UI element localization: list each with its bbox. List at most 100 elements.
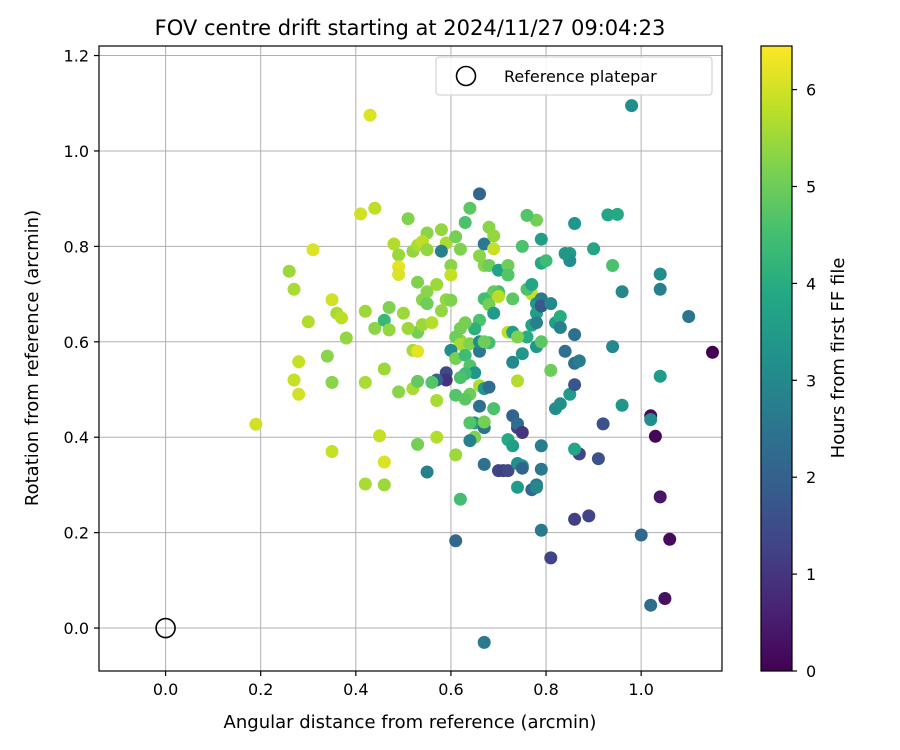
data-point	[634, 528, 648, 542]
data-point	[506, 439, 520, 453]
data-point	[449, 448, 463, 462]
y-tick-label: 0.0	[64, 619, 89, 638]
y-tick-label: 0.2	[64, 524, 89, 543]
data-point	[411, 344, 425, 358]
data-point	[572, 354, 586, 368]
data-point	[663, 532, 677, 546]
data-point	[615, 285, 629, 299]
data-point	[544, 551, 558, 565]
data-point	[453, 337, 467, 351]
data-point	[434, 223, 448, 237]
data-point	[325, 445, 339, 458]
data-point	[539, 254, 553, 268]
data-point	[606, 259, 620, 272]
data-point	[392, 385, 406, 399]
data-point	[568, 217, 582, 230]
y-tick-label: 1.0	[64, 142, 89, 161]
data-point	[354, 207, 368, 221]
data-point	[434, 244, 448, 258]
data-point	[382, 323, 396, 337]
colorbar-tick-label: 0	[806, 662, 816, 681]
data-point	[511, 480, 524, 494]
data-point	[444, 259, 458, 272]
data-point	[653, 282, 667, 296]
data-point	[706, 345, 719, 359]
x-tick-label: 0.0	[153, 680, 178, 699]
y-tick-label: 0.6	[64, 333, 89, 352]
data-point	[644, 413, 658, 427]
data-point	[249, 417, 263, 431]
data-point	[420, 297, 434, 311]
data-point	[392, 268, 406, 281]
data-point	[563, 387, 577, 401]
data-point	[411, 374, 425, 388]
data-point	[425, 316, 439, 330]
data-point	[501, 259, 515, 272]
data-point	[358, 477, 372, 491]
data-point	[587, 242, 601, 256]
y-axis-label: Rotation from reference (arcmin)	[22, 210, 43, 506]
colorbar-tick-label: 4	[806, 274, 816, 293]
x-tick-label: 1.0	[628, 680, 653, 699]
plot-area: 0.0 0.2 0.4 0.6 0.8 1.0 0.0 0.2 0.4 0.6 0.8 1.0 1.2	[64, 45, 723, 699]
data-point	[610, 207, 624, 221]
data-point	[444, 293, 458, 307]
data-point	[458, 216, 472, 229]
data-point	[358, 304, 372, 318]
axes-frame	[98, 45, 723, 672]
legend: Reference platepar	[435, 56, 713, 96]
data-point	[515, 239, 529, 253]
data-point	[520, 330, 534, 344]
data-point	[463, 416, 477, 430]
data-point	[306, 243, 320, 257]
data-point	[482, 380, 496, 394]
data-point	[420, 285, 434, 299]
data-point	[477, 457, 491, 471]
legend-label: Reference platepar	[504, 67, 657, 86]
x-axis-ticks: 0.0 0.2 0.4 0.6 0.8 1.0	[153, 671, 654, 699]
data-point	[287, 282, 301, 296]
data-point	[282, 264, 296, 278]
data-point	[487, 242, 501, 256]
data-point	[453, 242, 467, 256]
data-point	[368, 321, 382, 335]
data-point	[534, 462, 548, 476]
data-point	[515, 461, 529, 475]
data-point	[477, 335, 491, 349]
colorbar-tick-label: 2	[806, 468, 816, 487]
data-point	[520, 208, 534, 222]
data-point	[325, 375, 339, 389]
data-point	[658, 592, 672, 605]
data-point	[606, 340, 620, 354]
data-point	[477, 415, 491, 429]
colorbar-tick-label: 5	[806, 178, 816, 197]
data-point	[377, 362, 391, 376]
data-point	[439, 373, 453, 387]
data-point	[653, 490, 667, 504]
data-point	[473, 399, 486, 413]
legend-marker-icon	[455, 65, 477, 87]
data-point	[582, 509, 596, 523]
data-point	[615, 398, 629, 412]
data-point	[473, 187, 486, 201]
data-point	[411, 437, 425, 451]
data-point	[401, 321, 415, 335]
data-point	[558, 344, 572, 358]
data-point	[335, 311, 348, 325]
data-point	[430, 394, 444, 407]
data-point	[568, 328, 582, 342]
data-point	[553, 397, 567, 411]
data-point	[387, 237, 401, 251]
data-point	[553, 310, 567, 323]
chart-title: FOV centre drift starting at 2024/11/27 …	[155, 16, 666, 40]
data-point	[292, 355, 306, 369]
data-point	[444, 268, 458, 282]
data-point	[458, 392, 472, 406]
data-point	[473, 249, 486, 263]
y-axis-ticks: 0.0 0.2 0.4 0.6 0.8 1.0 1.2	[64, 47, 99, 638]
data-point	[468, 322, 482, 336]
colorbar-gradient	[760, 45, 793, 672]
data-point	[501, 464, 515, 478]
colorbar-tick-label: 6	[806, 81, 816, 100]
data-point	[515, 347, 529, 361]
